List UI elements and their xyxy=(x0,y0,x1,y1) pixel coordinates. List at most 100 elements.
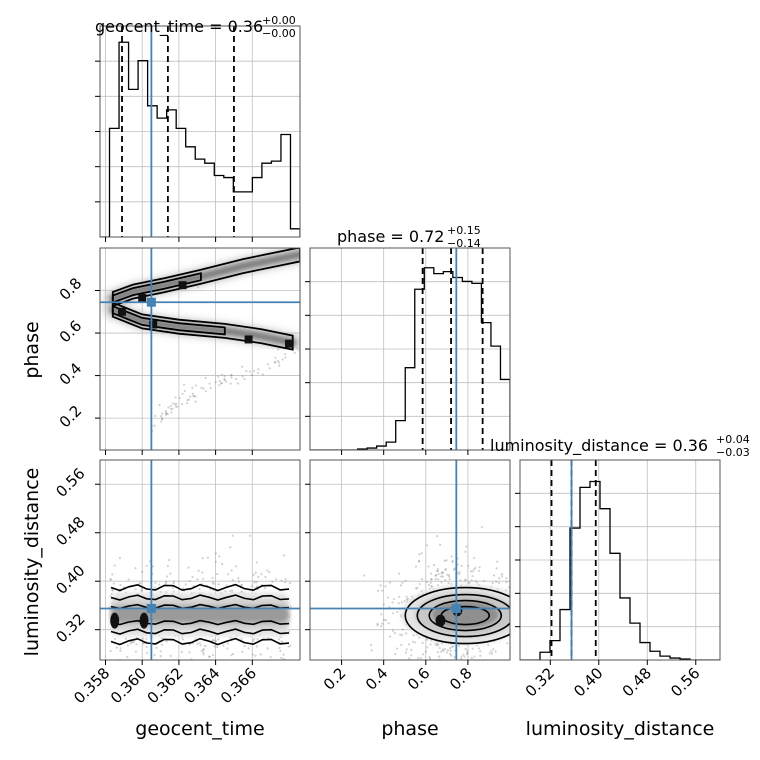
sample-point xyxy=(429,572,433,575)
sample-point xyxy=(223,374,226,378)
sample-point xyxy=(230,654,233,657)
sample-point xyxy=(474,566,477,569)
sample-point xyxy=(406,598,409,601)
sample-point xyxy=(236,382,240,385)
title-luminosity-distance: luminosity_distance = 0.36 +0.04 −0.03 xyxy=(490,433,750,459)
sample-point xyxy=(293,351,296,354)
sample-point xyxy=(164,582,167,585)
sample-point xyxy=(400,634,404,637)
sample-point xyxy=(414,565,418,568)
sample-point xyxy=(460,657,463,660)
y-tick-label-luminosity_distance: 0.40 xyxy=(52,562,88,598)
sample-point xyxy=(530,606,532,608)
sample-point xyxy=(411,595,414,598)
sample-point xyxy=(429,578,433,581)
sample-point xyxy=(126,655,129,659)
sample-point xyxy=(255,645,258,648)
luminosity-distance-histogram-panel xyxy=(520,460,720,660)
sample-point xyxy=(477,694,479,696)
sample-point xyxy=(214,560,217,563)
sample-point xyxy=(473,655,476,658)
sample-point xyxy=(420,590,423,593)
sample-point xyxy=(284,356,287,359)
sample-point xyxy=(465,545,468,548)
sample-point xyxy=(500,573,503,576)
sample-point xyxy=(172,590,176,593)
title-geocent-time-minus: −0.00 xyxy=(262,27,296,40)
sample-point xyxy=(162,662,164,664)
sample-point xyxy=(109,578,112,581)
sample-point xyxy=(159,654,162,658)
sample-point xyxy=(119,583,122,587)
sample-point xyxy=(160,417,164,421)
sample-point xyxy=(458,570,461,574)
sample-point xyxy=(380,613,383,616)
sample-point xyxy=(449,652,452,655)
sample-point xyxy=(529,602,531,604)
sample-point xyxy=(441,648,444,651)
sample-point xyxy=(169,572,172,575)
sample-point xyxy=(248,534,252,537)
sample-point xyxy=(251,585,254,588)
sample-point xyxy=(230,569,233,572)
density-mode-4 xyxy=(244,335,253,344)
sample-point xyxy=(475,644,478,647)
sample-point xyxy=(281,358,284,361)
histogram-phase xyxy=(310,267,510,450)
sample-point xyxy=(161,412,164,415)
x-axis-label-geocent-time: geocent_time xyxy=(135,718,264,740)
panel-frame xyxy=(99,247,301,451)
sample-point xyxy=(224,590,227,593)
sample-point xyxy=(442,649,445,652)
panel-frame xyxy=(99,459,301,661)
histogram-geocent_time xyxy=(100,41,300,237)
sample-point xyxy=(110,592,113,596)
sample-point xyxy=(111,589,114,592)
sample-point xyxy=(140,587,143,590)
sample-point xyxy=(165,580,168,583)
sample-point xyxy=(155,646,158,649)
x-tick-label-geocent_time: 0.360 xyxy=(107,664,150,707)
sample-point xyxy=(154,581,157,584)
sample-point xyxy=(189,395,192,398)
sample-point xyxy=(217,638,220,641)
sample-point xyxy=(482,579,485,583)
x-tick-label-geocent_time: 0.362 xyxy=(144,664,187,707)
sample-point xyxy=(169,404,172,408)
sample-point xyxy=(434,577,437,581)
sample-point xyxy=(226,642,229,645)
sample-point xyxy=(472,664,474,666)
y-tick-label-phase: 0.2 xyxy=(56,402,86,432)
sample-point xyxy=(202,648,205,651)
sample-point xyxy=(200,649,203,652)
truth-marker xyxy=(146,603,156,613)
sample-point xyxy=(430,584,433,588)
x-tick-label-luminosity_distance: 0.32 xyxy=(522,664,558,700)
sample-point xyxy=(494,650,497,653)
sample-point xyxy=(202,648,205,651)
sample-point xyxy=(224,380,227,383)
sample-point xyxy=(492,574,496,577)
sample-point xyxy=(263,587,267,590)
sample-point xyxy=(288,582,292,585)
sample-point xyxy=(477,647,480,650)
sample-point xyxy=(462,653,465,656)
sample-point xyxy=(252,369,256,373)
sample-point xyxy=(488,652,491,655)
sample-point xyxy=(283,581,287,584)
sample-point xyxy=(419,656,423,660)
sample-point xyxy=(382,618,385,621)
sample-point xyxy=(381,661,383,663)
sample-point xyxy=(464,578,467,581)
title-phase-plus: +0.15 xyxy=(447,224,481,237)
sample-point xyxy=(487,644,490,647)
sample-point xyxy=(436,535,439,538)
sample-point xyxy=(271,580,274,583)
sample-point xyxy=(511,582,513,584)
sample-point xyxy=(473,556,476,560)
sample-point xyxy=(505,589,508,592)
sample-point xyxy=(426,544,429,547)
sample-point xyxy=(414,587,418,590)
sample-point xyxy=(474,579,477,582)
sample-point xyxy=(512,626,514,628)
